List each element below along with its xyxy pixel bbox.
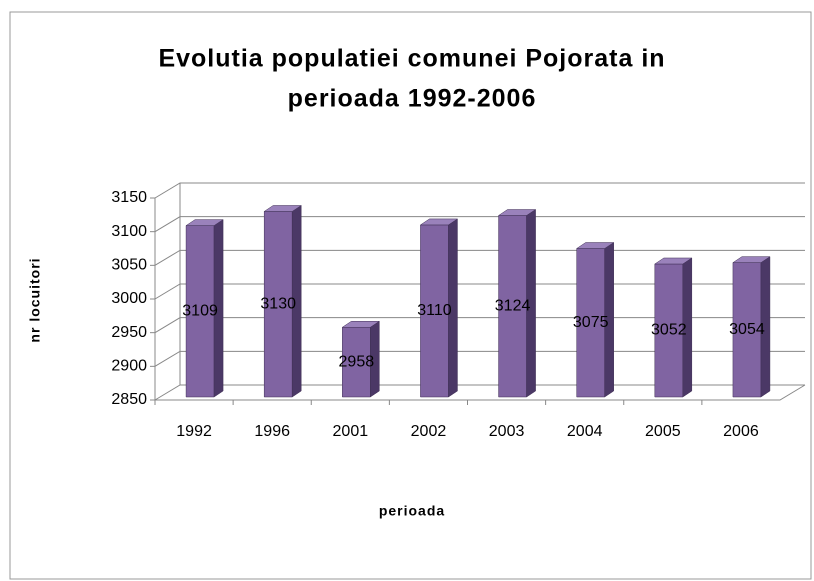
floor: [155, 384, 806, 401]
x-tick-label: 2005: [645, 423, 681, 440]
bar: [653, 257, 693, 398]
data-label: 3052: [651, 322, 687, 339]
x-tick-label: 2006: [723, 423, 759, 440]
bar: [263, 204, 303, 398]
bar-top: [341, 321, 381, 328]
y-tick-label: 2900: [111, 358, 147, 375]
data-label: 3130: [260, 295, 296, 312]
bar: [575, 242, 615, 398]
data-label: 3075: [573, 314, 609, 331]
bar: [185, 219, 224, 398]
data-label: 3110: [417, 302, 452, 319]
grid-line: [154, 182, 805, 199]
bar-top: [497, 209, 537, 216]
data-label: 2958: [339, 353, 375, 370]
data-label: 3054: [729, 321, 765, 338]
bar-top: [732, 256, 771, 263]
bar-top: [419, 218, 459, 226]
bar-top: [263, 205, 303, 212]
x-tick-label: 2003: [489, 423, 525, 440]
x-tick-label: 2001: [333, 423, 369, 440]
data-label: 3109: [182, 303, 218, 320]
data-label: 3124: [495, 297, 531, 314]
x-tick-label: 1992: [176, 423, 212, 440]
bar-top: [185, 219, 224, 226]
y-tick-label: 3000: [111, 290, 147, 307]
bar-top: [653, 257, 693, 265]
x-tick-label: 2002: [411, 423, 447, 440]
bar: [497, 209, 537, 398]
x-axis-title: perioada: [379, 503, 445, 519]
y-axis-title: nr locuitori: [27, 257, 43, 342]
bar-top: [575, 242, 615, 249]
y-tick-label: 2950: [111, 324, 147, 341]
bar: [732, 256, 771, 398]
chart-title: Evolutia populatiei comunei Pojorata in: [158, 45, 665, 73]
x-tick-label: 1996: [254, 423, 290, 440]
y-tick-label: 2850: [111, 391, 147, 408]
bar: [341, 320, 381, 398]
bar: [419, 218, 459, 398]
x-tick-label: 2004: [567, 423, 603, 440]
y-tick-label: 3050: [111, 257, 147, 274]
y-tick-label: 3150: [111, 189, 147, 206]
chart-subtitle: perioada 1992-2006: [288, 85, 537, 113]
grid-line: [154, 216, 805, 233]
y-tick-label: 3100: [111, 223, 147, 240]
